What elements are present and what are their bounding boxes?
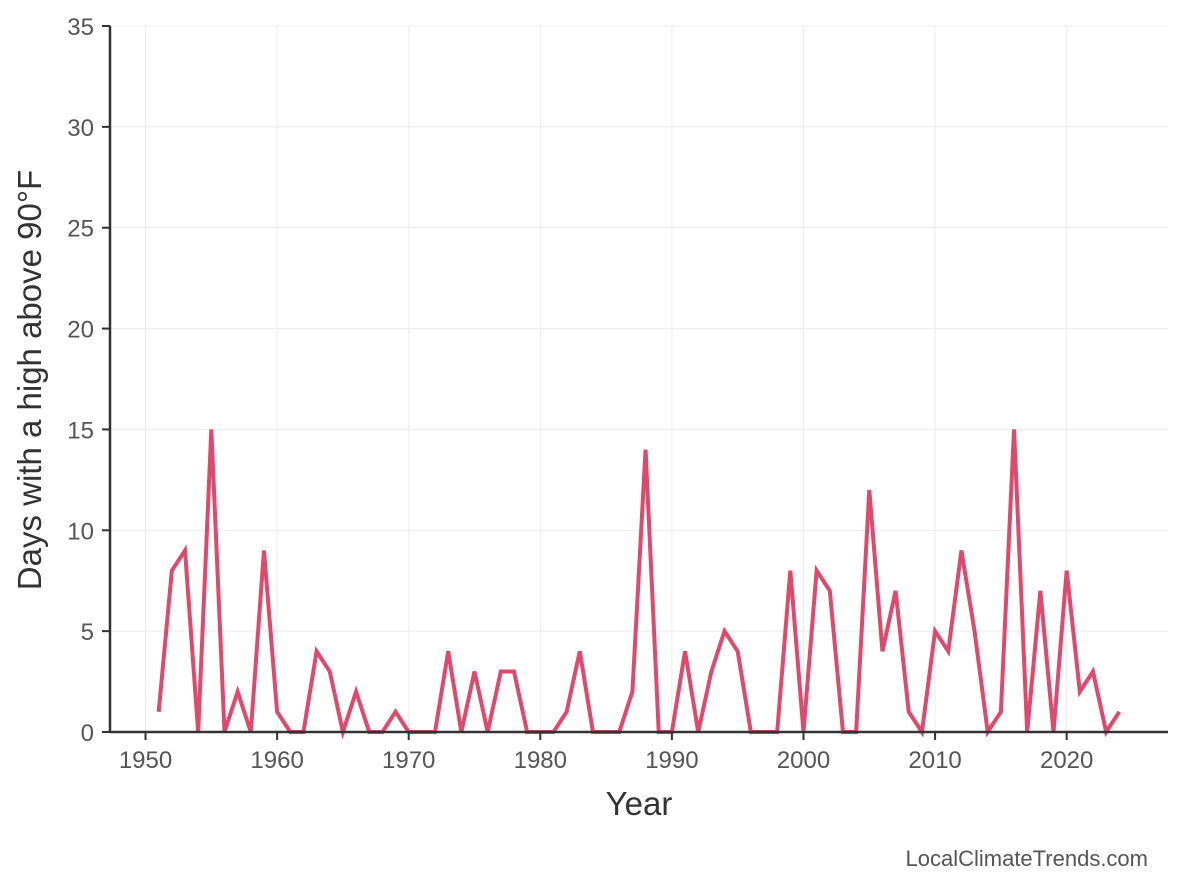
x-tick-label: 2020 <box>1040 747 1093 774</box>
y-tick-label: 20 <box>67 317 94 344</box>
x-tick-label: 1970 <box>382 747 435 774</box>
y-tick-label: 30 <box>67 115 94 142</box>
x-tick-label: 2010 <box>908 747 961 774</box>
y-axis-title: Days with a high above 90°F <box>11 170 48 590</box>
y-tick-label: 25 <box>67 216 94 243</box>
x-tick-label: 1960 <box>250 747 303 774</box>
y-tick-label: 15 <box>67 417 94 444</box>
grid <box>110 25 1168 733</box>
x-tick-label: 2000 <box>777 747 830 774</box>
y-tick-label: 5 <box>81 619 94 646</box>
x-tick-label: 1990 <box>645 747 698 774</box>
y-tick-label: 10 <box>67 518 94 545</box>
axes <box>108 26 1168 734</box>
series-line <box>156 429 1121 740</box>
credit-text: LocalClimateTrends.com <box>905 846 1149 871</box>
y-tick-label: 35 <box>67 14 94 41</box>
x-tick-label: 1980 <box>514 747 567 774</box>
x-tick-label: 1950 <box>119 747 172 774</box>
x-axis-title: Year <box>606 785 673 822</box>
y-tick-label: 0 <box>81 720 94 747</box>
series-layer <box>156 429 1121 740</box>
ticks: 1950 1960 1970 1980 1990 2000 2010 2020 0 5 10 15 20… <box>67 14 1093 774</box>
